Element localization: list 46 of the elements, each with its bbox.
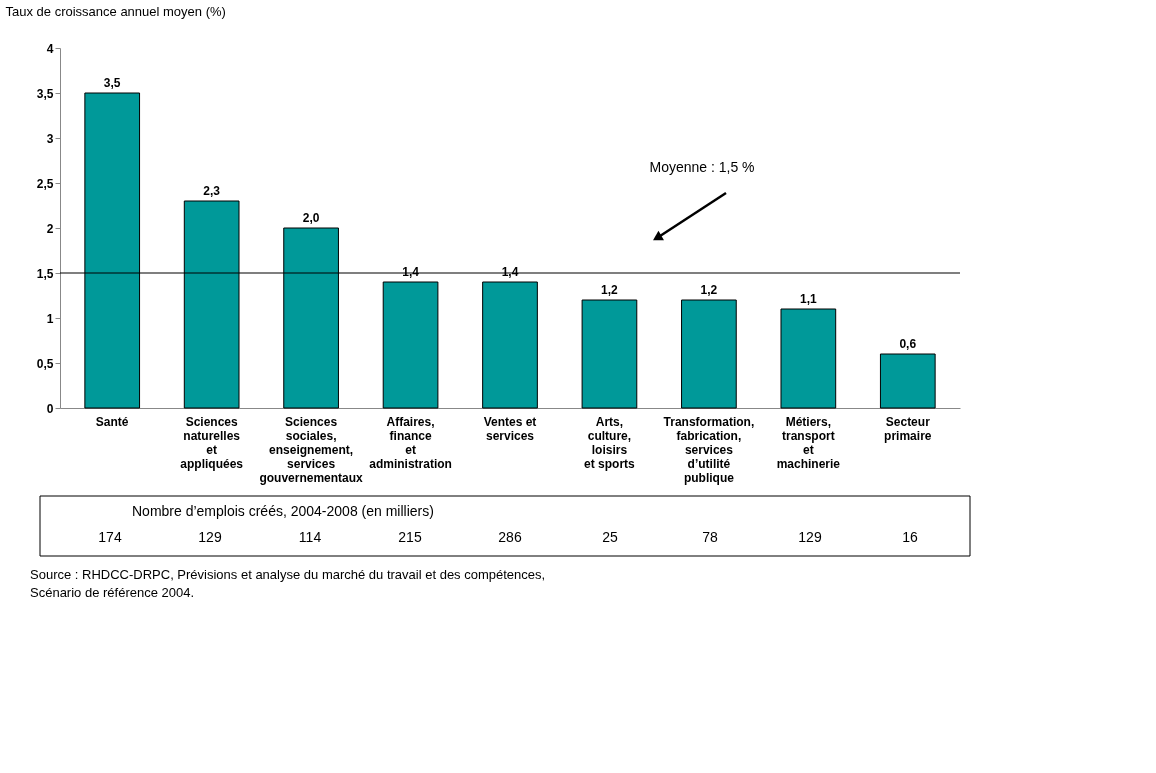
bar bbox=[581, 299, 638, 409]
x-tick-label: Secteur primaire bbox=[884, 414, 932, 443]
bar bbox=[879, 353, 936, 409]
x-tick-label: Santé bbox=[95, 414, 129, 429]
data-label: 1,4 bbox=[402, 265, 420, 279]
bar bbox=[482, 281, 538, 409]
data-label: 174 bbox=[98, 529, 122, 545]
data-label: 1,2 bbox=[700, 283, 718, 297]
data-label: 2,3 bbox=[203, 184, 221, 198]
y-tick-label: 3 bbox=[46, 131, 54, 146]
data-label: 25 bbox=[602, 529, 618, 545]
data-label: 78 bbox=[702, 529, 718, 545]
data-label: 16 bbox=[902, 529, 918, 545]
data-label: 2,0 bbox=[302, 211, 320, 225]
data-label: 1,4 bbox=[501, 265, 519, 279]
data-label: 129 bbox=[198, 529, 222, 545]
data-label: 286 bbox=[498, 529, 522, 545]
x-tick-label: Sciences sociales, enseignement, services gouvernementaux bbox=[259, 414, 364, 485]
y-tick-label: 4 bbox=[46, 41, 54, 56]
x-tick-label: Transformation, fabrication, services d’utilité publique bbox=[663, 414, 755, 485]
bar bbox=[681, 299, 737, 409]
y-tick-label: 3,5 bbox=[36, 86, 54, 101]
bar bbox=[382, 281, 439, 409]
x-tick-label: Arts, culture, loisirs et sports bbox=[584, 414, 636, 471]
y-tick-label: 1 bbox=[46, 311, 54, 326]
y-tick-label: 0,5 bbox=[36, 356, 54, 371]
data-label: 0,6 bbox=[899, 337, 917, 351]
x-tick-label: Métiers, transport et machinerie bbox=[776, 414, 841, 471]
y-tick-label: 2 bbox=[46, 221, 54, 236]
bar bbox=[780, 308, 837, 409]
data-label: 1,1 bbox=[800, 292, 818, 306]
x-tick-label: Affaires, finance et administration bbox=[369, 414, 452, 471]
data-label: 3,5 bbox=[103, 76, 121, 90]
y-tick-label: 0 bbox=[46, 401, 54, 416]
y-tick-label: 2,5 bbox=[36, 176, 54, 191]
y-tick-label: 1,5 bbox=[36, 266, 54, 281]
data-label: 1,2 bbox=[601, 283, 619, 297]
x-tick-label: Ventes et services bbox=[483, 414, 537, 443]
data-label: 215 bbox=[398, 529, 422, 545]
y-axis-title: Taux de croissance annuel moyen (%) bbox=[5, 3, 226, 19]
data-label: 129 bbox=[798, 529, 822, 545]
x-tick-label: Sciences naturelles et appliquées bbox=[180, 414, 244, 471]
source-note: Source : RHDCC-DRPC, Prévisions et analyse du marché du travail et des compétences, Scénario de référence 2004. bbox=[30, 567, 546, 600]
ref-line-label: Moyenne : 1,5 % bbox=[649, 159, 755, 175]
text: Nombre d’emplois créés, 2004-2008 (en milliers) bbox=[132, 503, 434, 519]
data-label: 114 bbox=[298, 529, 322, 545]
